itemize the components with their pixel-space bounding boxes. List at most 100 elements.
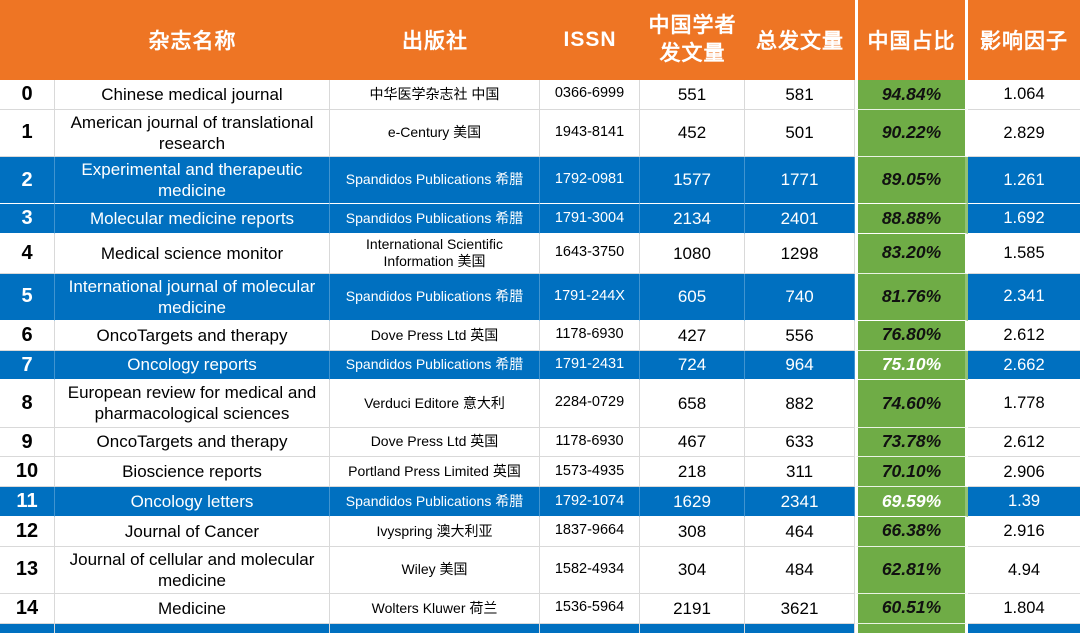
row-index: 3 [0, 204, 55, 234]
cn-article-count: 605 [640, 273, 745, 321]
total-article-count: 501 [745, 109, 855, 157]
impact-factor: 1.778 [968, 380, 1080, 428]
impact-factor: 1.39 [968, 487, 1080, 517]
header-cn-count-line1: 中国学者 [648, 13, 737, 37]
issn: 1943-8141 [540, 109, 640, 157]
publisher: Verduci Editore 意大利 [330, 380, 540, 428]
header-cell-cn-percentage: 中国占比 [855, 0, 968, 80]
cn-percentage: 62.81% [855, 546, 968, 594]
journal-name: European review for medical and pharmaco… [55, 380, 330, 428]
header-cell-total-count: 总发文量 [756, 30, 844, 53]
issn: 1837-9664 [540, 516, 640, 547]
cn-percentage: 81.76% [855, 273, 968, 321]
publisher: Spandidos Publications 希腊 [330, 350, 540, 381]
impact-factor: 2.906 [968, 457, 1080, 488]
row-index: 8 [0, 380, 55, 428]
cn-percentage: 70.10% [855, 457, 968, 488]
table-body: 0 Chinese medical journal 中华医学杂志社 中国 036… [0, 80, 1080, 624]
journal-name: Bioscience reports [55, 457, 330, 488]
total-article-count: 1298 [745, 233, 855, 274]
header-cell-cn-count: 中国学者 发文量 [640, 0, 745, 80]
issn: 1791-3004 [540, 204, 640, 234]
issn: 1582-4934 [540, 546, 640, 594]
cn-article-count: 452 [640, 109, 745, 157]
table-row: 0 Chinese medical journal 中华医学杂志社 中国 036… [0, 80, 1080, 110]
partial-cell [330, 623, 540, 633]
cn-article-count: 1080 [640, 233, 745, 274]
cn-percentage: 69.59% [855, 487, 968, 517]
publisher: Wiley 美国 [330, 546, 540, 594]
impact-factor: 2.916 [968, 517, 1080, 547]
cn-article-count: 427 [640, 320, 745, 351]
total-article-count: 633 [745, 427, 855, 458]
journal-name: Oncology letters [55, 487, 330, 517]
partial-cell [640, 623, 745, 633]
journal-name: OncoTargets and therapy [55, 427, 330, 458]
header-cell-issn: ISSN [563, 28, 617, 51]
total-article-count: 464 [745, 516, 855, 547]
publisher: Portland Press Limited 英国 [330, 457, 540, 488]
publisher: Ivyspring 澳大利亚 [330, 516, 540, 547]
impact-factor: 1.585 [968, 234, 1080, 274]
total-article-count: 964 [745, 350, 855, 381]
partial-cell [855, 623, 968, 633]
row-index: 14 [0, 593, 55, 624]
row-index: 4 [0, 233, 55, 274]
publisher: Dove Press Ltd 英国 [330, 427, 540, 458]
impact-factor: 1.064 [968, 80, 1080, 110]
cn-article-count: 304 [640, 546, 745, 594]
journal-name: International journal of molecular medic… [55, 273, 330, 321]
issn: 1178-6930 [540, 320, 640, 351]
journal-name: OncoTargets and therapy [55, 320, 330, 351]
issn: 1573-4935 [540, 457, 640, 488]
publisher: Spandidos Publications 希腊 [330, 487, 540, 517]
total-article-count: 484 [745, 546, 855, 594]
issn: 1792-0981 [540, 156, 640, 205]
header-cell-impact-factor: 影响因子 [980, 30, 1068, 53]
publisher: Spandidos Publications 希腊 [330, 156, 540, 205]
row-index: 10 [0, 457, 55, 488]
total-article-count: 740 [745, 273, 855, 321]
table-row: 14 Medicine Wolters Kluwer 荷兰 1536-5964 … [0, 593, 1080, 624]
impact-factor: 1.261 [968, 157, 1080, 205]
row-index: 1 [0, 109, 55, 157]
journal-name: Chinese medical journal [55, 80, 330, 110]
cn-percentage: 83.20% [855, 233, 968, 274]
table-row: 7 Oncology reports Spandidos Publication… [0, 350, 1080, 381]
issn: 0366-6999 [540, 80, 640, 110]
partial-cell [968, 624, 1080, 633]
total-article-count: 311 [745, 457, 855, 488]
cn-article-count: 2191 [640, 593, 745, 624]
cn-article-count: 218 [640, 457, 745, 488]
journal-name: Experimental and therapeutic medicine [55, 156, 330, 205]
cn-percentage: 73.78% [855, 427, 968, 458]
impact-factor: 1.804 [968, 594, 1080, 624]
table-row: 13 Journal of cellular and molecular med… [0, 546, 1080, 594]
table-row: 4 Medical science monitor International … [0, 233, 1080, 274]
partial-cell [0, 623, 55, 633]
cn-article-count: 1629 [640, 487, 745, 517]
journal-name: Medical science monitor [55, 233, 330, 274]
row-index: 6 [0, 320, 55, 351]
publisher: Wolters Kluwer 荷兰 [330, 593, 540, 624]
header-cell-journal-name: 杂志名称 [148, 30, 237, 53]
row-index: 0 [0, 80, 55, 110]
impact-factor: 2.612 [968, 428, 1080, 458]
cn-article-count: 467 [640, 427, 745, 458]
impact-factor: 4.94 [968, 547, 1080, 594]
row-index: 5 [0, 273, 55, 321]
partial-row-cutoff [0, 623, 1080, 633]
partial-cell [745, 623, 855, 633]
header-cn-count-line2: 发文量 [659, 42, 726, 65]
issn: 1792-1074 [540, 487, 640, 517]
cn-percentage: 94.84% [855, 80, 968, 110]
publisher: International Scientific Information 美国 [330, 233, 540, 274]
cn-percentage: 74.60% [855, 380, 968, 428]
issn: 1643-3750 [540, 233, 640, 274]
cn-article-count: 551 [640, 80, 745, 110]
cn-article-count: 1577 [640, 156, 745, 205]
impact-factor: 2.612 [968, 321, 1080, 351]
cn-article-count: 724 [640, 350, 745, 381]
cn-article-count: 2134 [640, 204, 745, 234]
